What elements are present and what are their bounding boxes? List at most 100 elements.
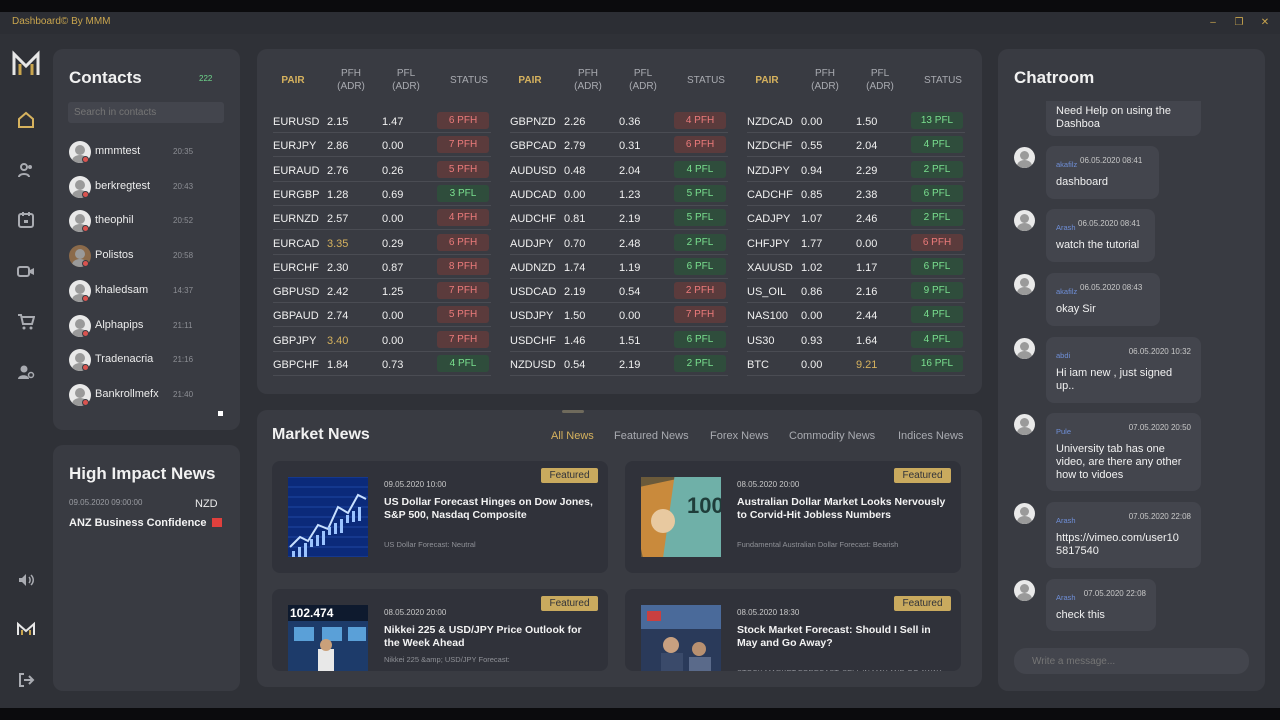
fx-row[interactable]: USDJPY 1.50 0.00 7 PFH [510, 303, 728, 328]
fx-row[interactable]: EURAUD 2.76 0.26 5 PFH [273, 158, 491, 182]
video-icon[interactable] [14, 259, 38, 283]
news-tab[interactable]: Forex News [710, 430, 769, 442]
user-settings-icon[interactable] [14, 360, 38, 384]
contact-time: 20:43 [173, 181, 194, 191]
fx-status-badge: 13 PFL [911, 112, 963, 129]
fx-cell-pair: USDCAD [510, 286, 557, 299]
high-impact-event[interactable]: ANZ Business Confidence [69, 517, 222, 529]
fx-row[interactable]: USDCAD 2.19 0.54 2 PFH [510, 279, 728, 304]
contact-item[interactable]: Bankrollmefx 21:40 [67, 382, 217, 408]
fx-cell-pfl: 0.00 [619, 310, 641, 323]
calendar-icon[interactable] [14, 208, 38, 232]
contact-item[interactable]: khaledsam 14:37 [67, 278, 217, 304]
minimize-button[interactable]: – [1210, 17, 1216, 28]
fx-status-badge: 8 PFH [437, 257, 489, 275]
contact-item[interactable]: mmmtest 20:35 [67, 139, 217, 165]
chat-author: Arash [1056, 223, 1076, 232]
home-icon[interactable] [14, 108, 38, 132]
fx-row[interactable]: CADCHF 0.85 2.38 6 PFL [747, 182, 965, 206]
fx-row[interactable]: EURJPY 2.86 0.00 7 PFH [273, 133, 491, 158]
fx-cell-pfh: 0.00 [801, 359, 823, 371]
fx-row[interactable]: GBPNZD 2.26 0.36 4 PFH [510, 109, 728, 133]
contacts-search-input[interactable] [68, 102, 224, 123]
chat-message: Arash 06.05.2020 08:41 watch the tutorial [1046, 209, 1155, 262]
news-date: 08.05.2020 20:00 [384, 608, 447, 617]
contact-item[interactable]: Tradenacria 21:16 [67, 347, 217, 373]
title-bar-strip [0, 12, 1280, 34]
chatroom-title: Chatroom [1014, 68, 1095, 87]
fx-row[interactable]: EURUSD 2.15 1.47 6 PFH [273, 109, 491, 133]
fx-row[interactable]: AUDCHF 0.81 2.19 5 PFL [510, 206, 728, 231]
fx-cell-pair: NZDJPY [747, 164, 790, 177]
fx-cell-pair: EURCHF [273, 261, 319, 274]
fx-cell-pair: GBPAUD [273, 310, 319, 323]
fx-row[interactable]: NZDCHF 0.55 2.04 4 PFL [747, 133, 965, 158]
news-thumbnail [641, 605, 721, 671]
fx-row[interactable]: EURNZD 2.57 0.00 4 PFH [273, 206, 491, 231]
fx-row[interactable]: EURGBP 1.28 0.69 3 PFL [273, 182, 491, 206]
fx-row[interactable]: CHFJPY 1.77 0.00 6 PFH [747, 231, 965, 255]
chat-text: check this [1056, 609, 1105, 621]
cart-icon[interactable] [14, 310, 38, 334]
maximize-button[interactable]: ❐ [1234, 17, 1244, 28]
fx-row[interactable]: GBPCHF 1.84 0.73 4 PFL [273, 352, 491, 376]
fx-cell-pfl: 2.19 [619, 213, 641, 226]
fx-row[interactable]: NZDJPY 0.94 2.29 2 PFL [747, 158, 965, 182]
fx-cell-pfh: 2.19 [564, 286, 586, 299]
scroll-indicator[interactable] [218, 411, 223, 416]
close-button[interactable]: ✕ [1260, 17, 1270, 28]
fx-cell-pair: NZDCAD [747, 116, 793, 128]
fx-row[interactable]: US30 0.93 1.64 4 PFL [747, 328, 965, 352]
contacts-icon[interactable] [14, 158, 38, 182]
fx-row[interactable]: GBPUSD 2.42 1.25 7 PFH [273, 279, 491, 304]
fx-cell-pair: AUDJPY [510, 237, 554, 250]
fx-cell-pfl: 0.69 [382, 188, 404, 201]
brand-icon[interactable] [14, 617, 38, 641]
fx-row[interactable]: NAS100 0.00 2.44 4 PFL [747, 303, 965, 328]
fx-status-badge: 4 PFL [911, 330, 963, 348]
featured-badge: Featured [894, 468, 951, 483]
high-impact-date: 09.05.2020 09:00:00 [69, 498, 143, 507]
fx-row[interactable]: BTC 0.00 9.21 16 PFL [747, 352, 965, 376]
news-headline[interactable]: Australian Dollar Market Looks Nervously… [737, 496, 946, 521]
drag-handle[interactable] [562, 410, 584, 413]
fx-table-panel: PAIR PFH (ADR) PFL (ADR) STATUS EURUSD 2.15 1.… [257, 49, 982, 394]
fx-row[interactable]: NZDCAD 0.00 1.50 13 PFL [747, 109, 965, 133]
fx-row[interactable]: GBPAUD 2.74 0.00 5 PFH [273, 303, 491, 328]
brand-logo[interactable] [12, 50, 40, 78]
news-card[interactable]: 09.05.2020 10:00 US Dollar Forecast Hinge… [272, 461, 608, 573]
fx-row[interactable]: GBPJPY 3.40 0.00 7 PFH [273, 328, 491, 352]
chat-message-input[interactable] [1014, 648, 1249, 674]
news-tab[interactable]: Indices News [898, 430, 964, 442]
news-tab[interactable]: All News [551, 430, 594, 442]
news-card[interactable]: 102.474 08.05.2020 20:00 Nikkei 225 & USD/… [272, 589, 608, 671]
fx-row[interactable]: AUDJPY 0.70 2.48 2 PFL [510, 231, 728, 255]
fx-row[interactable]: EURCAD 3.35 0.29 6 PFH [273, 231, 491, 255]
fx-row[interactable]: AUDCAD 0.00 1.23 5 PFL [510, 182, 728, 206]
contact-item[interactable]: Polistos 20:58 [67, 243, 217, 269]
fx-row[interactable]: AUDNZD 1.74 1.19 6 PFL [510, 255, 728, 279]
volume-icon[interactable] [14, 568, 38, 592]
news-tab[interactable]: Commodity News [789, 430, 876, 442]
fx-row[interactable]: US_OIL 0.86 2.16 9 PFL [747, 279, 965, 304]
news-tab[interactable]: Featured News [614, 430, 689, 442]
contact-item[interactable]: theophil 20:52 [67, 208, 217, 234]
news-headline[interactable]: US Dollar Forecast Hinges on Dow Jones, … [384, 496, 593, 521]
news-headline[interactable]: Stock Market Forecast: Should I Sell in … [737, 624, 931, 649]
contact-item[interactable]: Alphapips 21:11 [67, 313, 217, 339]
chat-message: Arash 07.05.2020 22:08 https://vimeo.com/u… [1046, 502, 1201, 568]
fx-row[interactable]: EURCHF 2.30 0.87 8 PFH [273, 255, 491, 279]
fx-status-badge: 4 PFH [437, 209, 489, 227]
fx-cell-pair: GBPUSD [273, 286, 320, 299]
news-headline[interactable]: Nikkei 225 & USD/JPY Price Outlook for t… [384, 624, 582, 649]
fx-row[interactable]: GBPCAD 2.79 0.31 6 PFH [510, 133, 728, 158]
contact-item[interactable]: berkregtest 20:43 [67, 174, 217, 200]
fx-row[interactable]: AUDUSD 0.48 2.04 4 PFL [510, 158, 728, 182]
fx-row[interactable]: CADJPY 1.07 2.46 2 PFL [747, 206, 965, 231]
news-card[interactable]: 100 08.05.2020 20:00 Australian Dollar Mar… [625, 461, 961, 573]
fx-row[interactable]: XAUUSD 1.02 1.17 6 PFL [747, 255, 965, 279]
fx-row[interactable]: USDCHF 1.46 1.51 6 PFL [510, 328, 728, 352]
fx-row[interactable]: NZDUSD 0.54 2.19 2 PFL [510, 352, 728, 376]
news-card[interactable]: 08.05.2020 18:30 Stock Market Forecast: S… [625, 589, 961, 671]
logout-icon[interactable] [14, 668, 38, 692]
